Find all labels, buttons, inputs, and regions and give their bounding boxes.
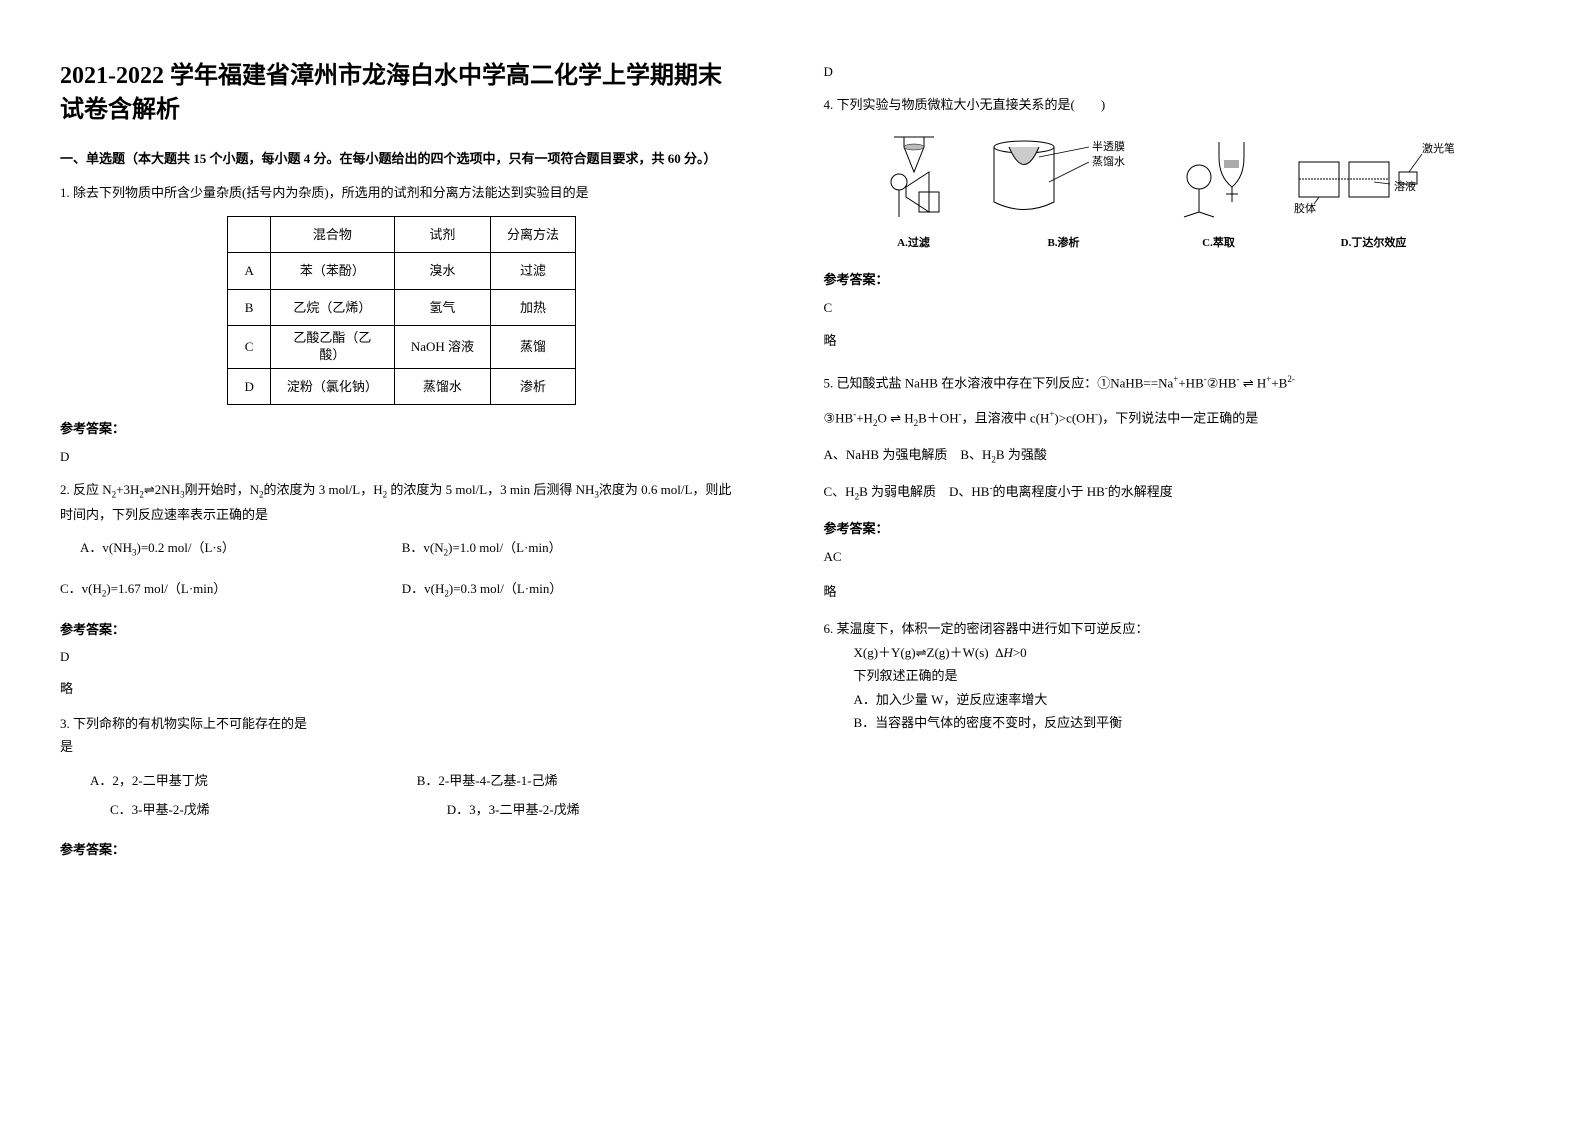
- question-4: 4. 下列实验与物质微粒大小无直接关系的是( ) A.过滤: [824, 93, 1528, 253]
- q5-opt-a: A、NaHB 为强电解质: [824, 447, 948, 462]
- answer-label: 参考答案：: [824, 268, 1528, 291]
- q5-text1: 5. 已知酸式盐 NaHB 在水溶液中存在下列反应：①NaHB==Na++HB-…: [824, 371, 1528, 395]
- q3-answer-cont: D: [824, 60, 1528, 83]
- filter-icon: [864, 132, 964, 230]
- extraction-icon: [1164, 132, 1274, 230]
- q2-opt-c: C．v(H2)=1.67 mol/（L·min）: [60, 577, 402, 602]
- q5-answer: AC: [824, 545, 1528, 568]
- label-jiaoti: 胶体: [1294, 201, 1316, 215]
- label-water: 蒸馏水: [1092, 154, 1125, 168]
- q2-opt-b: B．v(N2)=1.0 mol/（L·min）: [402, 536, 744, 561]
- extraction-diagram: C.萃取: [1164, 132, 1274, 254]
- question-2: 2. 反应 N2+3H2⇌2NH3刚开始时，N2的浓度为 3 mol/L，H2 …: [60, 478, 744, 526]
- th-blank: [228, 216, 270, 252]
- q6-text: 6. 某温度下，体积一定的密闭容器中进行如下可逆反应：: [824, 617, 1528, 640]
- q4-answer: C: [824, 296, 1528, 319]
- q1-text: 1. 除去下列物质中所含少量杂质(括号内为杂质)，所选用的试剂和分离方法能达到实…: [60, 181, 744, 204]
- th-mix: 混合物: [270, 216, 394, 252]
- q1-answer: D: [60, 445, 744, 468]
- q2-options-2: C．v(H2)=1.67 mol/（L·min） D．v(H2)=0.3 mol…: [60, 577, 744, 608]
- q5-text2: ③HB-+H2O ⇌ H2B＋OH-，且溶液中 c(H+)>c(OH-)，下列说…: [824, 406, 1528, 431]
- question-3: 3. 下列命称的有机物实际上不可能存在的是 是: [60, 712, 744, 759]
- label-ban: 半透膜: [1092, 139, 1125, 153]
- q5-lue: 略: [824, 580, 1528, 603]
- q3-opt-d: D．3，3-二甲基-2-戊烯: [417, 798, 744, 821]
- right-column: D 4. 下列实验与物质微粒大小无直接关系的是( ) A.: [794, 0, 1587, 1122]
- label-laser: 激光笔: [1422, 141, 1454, 155]
- tyndall-icon: 激光笔 胶体 溶液: [1294, 132, 1454, 230]
- table-row: B 乙烷（乙烯） 氢气 加热: [228, 289, 576, 325]
- q3-opt-c: C．3-甲基-2-戊烯: [90, 798, 417, 821]
- q6-sub: 下列叙述正确的是: [824, 664, 1528, 687]
- q5-opts-2: C、H2B 为弱电解质 D、HB-的电离程度小于 HB-的水解程度: [824, 480, 1528, 505]
- caption-a: A.过滤: [897, 234, 930, 254]
- q2-opt-d: D．v(H2)=0.3 mol/（L·min）: [402, 577, 744, 602]
- th-reagent: 试剂: [394, 216, 490, 252]
- dialysis-icon: 半透膜 蒸馏水: [984, 132, 1144, 230]
- q4-lue: 略: [824, 329, 1528, 352]
- q5-opts-1: A、NaHB 为强电解质 B、H2B 为强酸: [824, 443, 1528, 468]
- q2-text: 2. 反应 N2+3H2⇌2NH3刚开始时，N2的浓度为 3 mol/L，H2 …: [60, 482, 731, 522]
- answer-label: 参考答案：: [60, 838, 744, 861]
- table-row: 混合物 试剂 分离方法: [228, 216, 576, 252]
- answer-label: 参考答案：: [824, 517, 1528, 540]
- q6-opt-b: B．当容器中气体的密度不变时，反应达到平衡: [824, 711, 1528, 734]
- caption-b: B.渗析: [1047, 234, 1079, 254]
- question-6: 6. 某温度下，体积一定的密闭容器中进行如下可逆反应： X(g)＋Y(g)⇌Z(…: [824, 617, 1528, 734]
- tyndall-diagram: 激光笔 胶体 溶液 D.丁达尔效应: [1294, 132, 1454, 254]
- dialysis-diagram: 半透膜 蒸馏水 B.渗析: [984, 132, 1144, 254]
- caption-c: C.萃取: [1202, 234, 1235, 254]
- q4-images: A.过滤 半透膜 蒸馏水 B.渗析: [864, 132, 1528, 254]
- q3-options: A．2，2-二甲基丁烷 B．2-甲基-4-乙基-1-己烯 C．3-甲基-2-戊烯…: [60, 769, 744, 828]
- filter-diagram: A.过滤: [864, 132, 964, 254]
- q5-opt-c: C、H2B 为弱电解质: [824, 484, 936, 499]
- q2-opt-a: A．v(NH3)=0.2 mol/（L·s）: [60, 536, 402, 561]
- q4-text: 4. 下列实验与物质微粒大小无直接关系的是( ): [824, 93, 1528, 116]
- q2-answer: D: [60, 645, 744, 668]
- section-1-header: 一、单选题（本大题共 15 个小题，每小题 4 分。在每小题给出的四个选项中，只…: [60, 147, 744, 170]
- q2-lue: 略: [60, 677, 744, 700]
- table-row: A 苯（苯酚） 溴水 过滤: [228, 253, 576, 289]
- table-row: D 淀粉（氯化钠） 蒸馏水 渗析: [228, 368, 576, 404]
- exam-title: 2021-2022 学年福建省漳州市龙海白水中学高二化学上学期期末试卷含解析: [60, 60, 744, 127]
- answer-label: 参考答案：: [60, 618, 744, 641]
- q5-opt-d: D、HB-的电离程度小于 HB-的水解程度: [949, 484, 1173, 499]
- label-rongye: 溶液: [1394, 179, 1416, 193]
- q3-text: 3. 下列命称的有机物实际上不可能存在的是: [60, 712, 744, 735]
- caption-d: D.丁达尔效应: [1341, 234, 1407, 254]
- table-row: C 乙酸乙酯（乙酸） NaOH 溶液 蒸馏: [228, 326, 576, 369]
- q2-options: A．v(NH3)=0.2 mol/（L·s） B．v(N2)=1.0 mol/（…: [60, 536, 744, 567]
- question-5: 5. 已知酸式盐 NaHB 在水溶液中存在下列反应：①NaHB==Na++HB-…: [824, 371, 1528, 432]
- question-1: 1. 除去下列物质中所含少量杂质(括号内为杂质)，所选用的试剂和分离方法能达到实…: [60, 181, 744, 406]
- q3-opt-a: A．2，2-二甲基丁烷: [90, 769, 417, 792]
- left-column: 2021-2022 学年福建省漳州市龙海白水中学高二化学上学期期末试卷含解析 一…: [0, 0, 794, 1122]
- answer-label: 参考答案：: [60, 417, 744, 440]
- q6-opt-a: A．加入少量 W，逆反应速率增大: [824, 688, 1528, 711]
- q1-table: 混合物 试剂 分离方法 A 苯（苯酚） 溴水 过滤 B 乙烷（乙烯） 氢气 加热…: [227, 216, 576, 405]
- q5-opt-b: B、H2B 为强酸: [960, 447, 1046, 462]
- q3-opt-b: B．2-甲基-4-乙基-1-己烯: [417, 769, 744, 792]
- q6-formula: X(g)＋Y(g)⇌Z(g)＋W(s) ΔH>0: [824, 641, 1528, 664]
- q3-blank-line: 是: [60, 735, 744, 758]
- th-method: 分离方法: [491, 216, 576, 252]
